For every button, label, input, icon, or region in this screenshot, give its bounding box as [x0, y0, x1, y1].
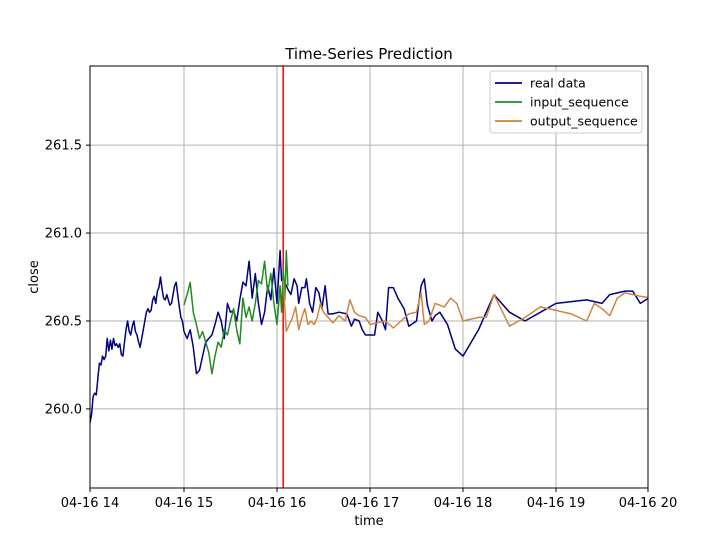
chart-title: Time-Series Prediction — [284, 45, 453, 63]
y-axis: 260.0 260.5 261.0 261.5 — [45, 139, 90, 417]
y-axis-label: close — [27, 260, 42, 293]
series-line-output-sequence — [282, 280, 648, 333]
x-tick-label: 04-16 20 — [619, 496, 677, 511]
x-axis: 04-16 14 04-16 15 04-16 16 04-16 17 04-16 18… — [61, 488, 677, 511]
plot-frame — [89, 65, 649, 489]
legend-label: input_sequence — [530, 95, 629, 110]
legend-label: real data — [530, 76, 586, 91]
y-tick-label: 261.0 — [45, 227, 82, 242]
series-line-real-data — [90, 249, 648, 424]
x-axis-label: time — [354, 514, 383, 529]
x-tick-label: 04-16 17 — [341, 496, 399, 511]
legend: real data input_sequence output_sequence — [489, 70, 643, 134]
y-tick-label: 261.5 — [45, 139, 82, 154]
y-tick-label: 260.5 — [45, 314, 82, 329]
legend-label: output_sequence — [530, 114, 638, 129]
x-tick-label: 04-16 16 — [248, 496, 306, 511]
x-tick-label: 04-16 19 — [527, 496, 585, 511]
y-tick-label: 260.0 — [45, 402, 82, 417]
plot-area — [90, 66, 648, 488]
x-tick-label: 04-16 15 — [155, 496, 213, 511]
x-tick-label: 04-16 14 — [61, 496, 119, 511]
x-tick-label: 04-16 18 — [434, 496, 492, 511]
series-line-input-sequence — [183, 249, 289, 375]
series-group — [90, 66, 648, 488]
legend-box — [489, 70, 643, 134]
